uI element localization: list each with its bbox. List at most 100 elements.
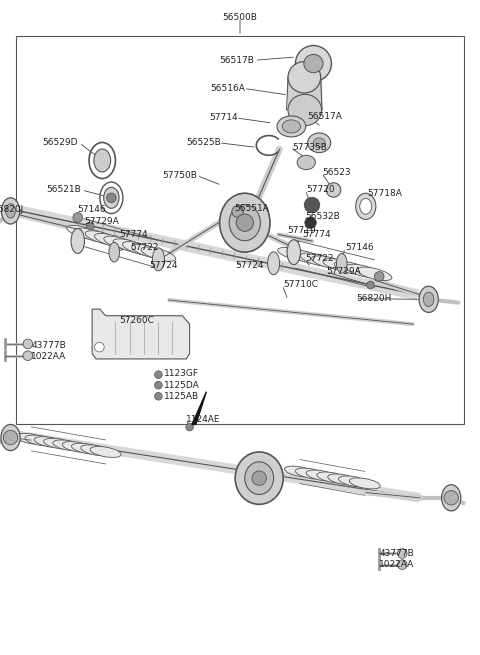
Circle shape [155,392,162,400]
Circle shape [73,213,83,222]
Ellipse shape [317,472,348,483]
Ellipse shape [295,468,326,479]
Text: 1124AE: 1124AE [186,415,221,424]
Ellipse shape [288,62,321,93]
Ellipse shape [423,292,434,307]
Ellipse shape [334,261,369,275]
Text: 57735B: 57735B [292,143,327,152]
Text: 1022AA: 1022AA [379,560,414,569]
Ellipse shape [349,478,380,489]
Polygon shape [92,309,190,359]
Ellipse shape [289,250,324,264]
Ellipse shape [141,247,176,261]
Text: 57729A: 57729A [326,267,361,276]
Circle shape [23,339,33,348]
Circle shape [232,206,243,217]
Ellipse shape [104,236,139,250]
Circle shape [107,193,116,202]
Ellipse shape [326,183,341,197]
Text: 57750B: 57750B [162,171,197,180]
Ellipse shape [25,435,56,446]
Ellipse shape [442,485,461,511]
Ellipse shape [300,253,336,267]
Ellipse shape [95,233,129,248]
Ellipse shape [71,229,84,253]
Polygon shape [192,392,206,424]
Circle shape [304,197,320,213]
Circle shape [305,217,316,229]
Ellipse shape [245,462,274,495]
Text: 56820J: 56820J [0,205,23,214]
Ellipse shape [295,45,331,82]
Circle shape [367,281,374,289]
Ellipse shape [90,447,121,457]
Text: 57722: 57722 [131,243,159,252]
Ellipse shape [104,187,119,208]
Text: 57719: 57719 [287,226,316,235]
Ellipse shape [85,231,120,245]
Text: 56529D: 56529D [43,138,78,147]
Circle shape [397,549,407,558]
Text: 57720: 57720 [306,185,335,195]
Ellipse shape [113,239,148,253]
Text: 57774: 57774 [119,230,148,239]
Ellipse shape [313,138,325,148]
Ellipse shape [109,242,120,262]
Ellipse shape [16,434,47,444]
Text: 1022AA: 1022AA [31,352,66,362]
Text: 57146: 57146 [346,243,374,252]
Ellipse shape [1,198,20,224]
Ellipse shape [308,133,331,153]
Ellipse shape [282,120,300,133]
Circle shape [397,560,407,569]
Ellipse shape [306,470,337,481]
Text: 56516A: 56516A [210,84,245,93]
Text: 57146: 57146 [78,205,107,214]
Ellipse shape [62,441,93,453]
Text: 57714: 57714 [209,113,238,122]
Ellipse shape [132,244,167,259]
Ellipse shape [419,286,438,312]
Ellipse shape [338,476,370,487]
Ellipse shape [304,54,323,73]
Ellipse shape [1,424,20,451]
Ellipse shape [328,474,359,485]
Ellipse shape [336,253,347,273]
Bar [16,36,464,424]
Ellipse shape [122,242,157,256]
Text: 57729A: 57729A [84,217,119,226]
Ellipse shape [229,205,261,241]
Ellipse shape [44,438,74,449]
Circle shape [236,214,253,231]
Circle shape [95,343,104,352]
Text: 56517A: 56517A [307,112,342,121]
Ellipse shape [34,437,65,447]
Circle shape [374,272,384,281]
Text: 56820H: 56820H [356,294,392,303]
Ellipse shape [288,94,322,126]
Text: 56551A: 56551A [234,204,269,213]
Circle shape [86,222,94,230]
Ellipse shape [53,440,84,451]
Circle shape [186,423,193,431]
Ellipse shape [277,248,313,261]
Text: 56517B: 56517B [219,56,254,65]
Text: 43777B: 43777B [379,549,414,558]
Text: 57724: 57724 [149,261,177,270]
Text: 57710C: 57710C [283,280,318,290]
Circle shape [444,491,458,505]
Text: 56521B: 56521B [46,185,81,195]
Text: 56523: 56523 [323,168,351,178]
Ellipse shape [356,193,376,219]
Text: 57774: 57774 [302,230,331,239]
Text: 56525B: 56525B [186,138,221,147]
Ellipse shape [267,252,279,275]
Circle shape [155,381,162,389]
Circle shape [252,471,266,485]
Ellipse shape [277,116,306,137]
Ellipse shape [81,445,112,456]
Ellipse shape [72,443,103,454]
Text: 43777B: 43777B [31,341,66,350]
Ellipse shape [297,155,315,170]
Ellipse shape [285,466,315,477]
